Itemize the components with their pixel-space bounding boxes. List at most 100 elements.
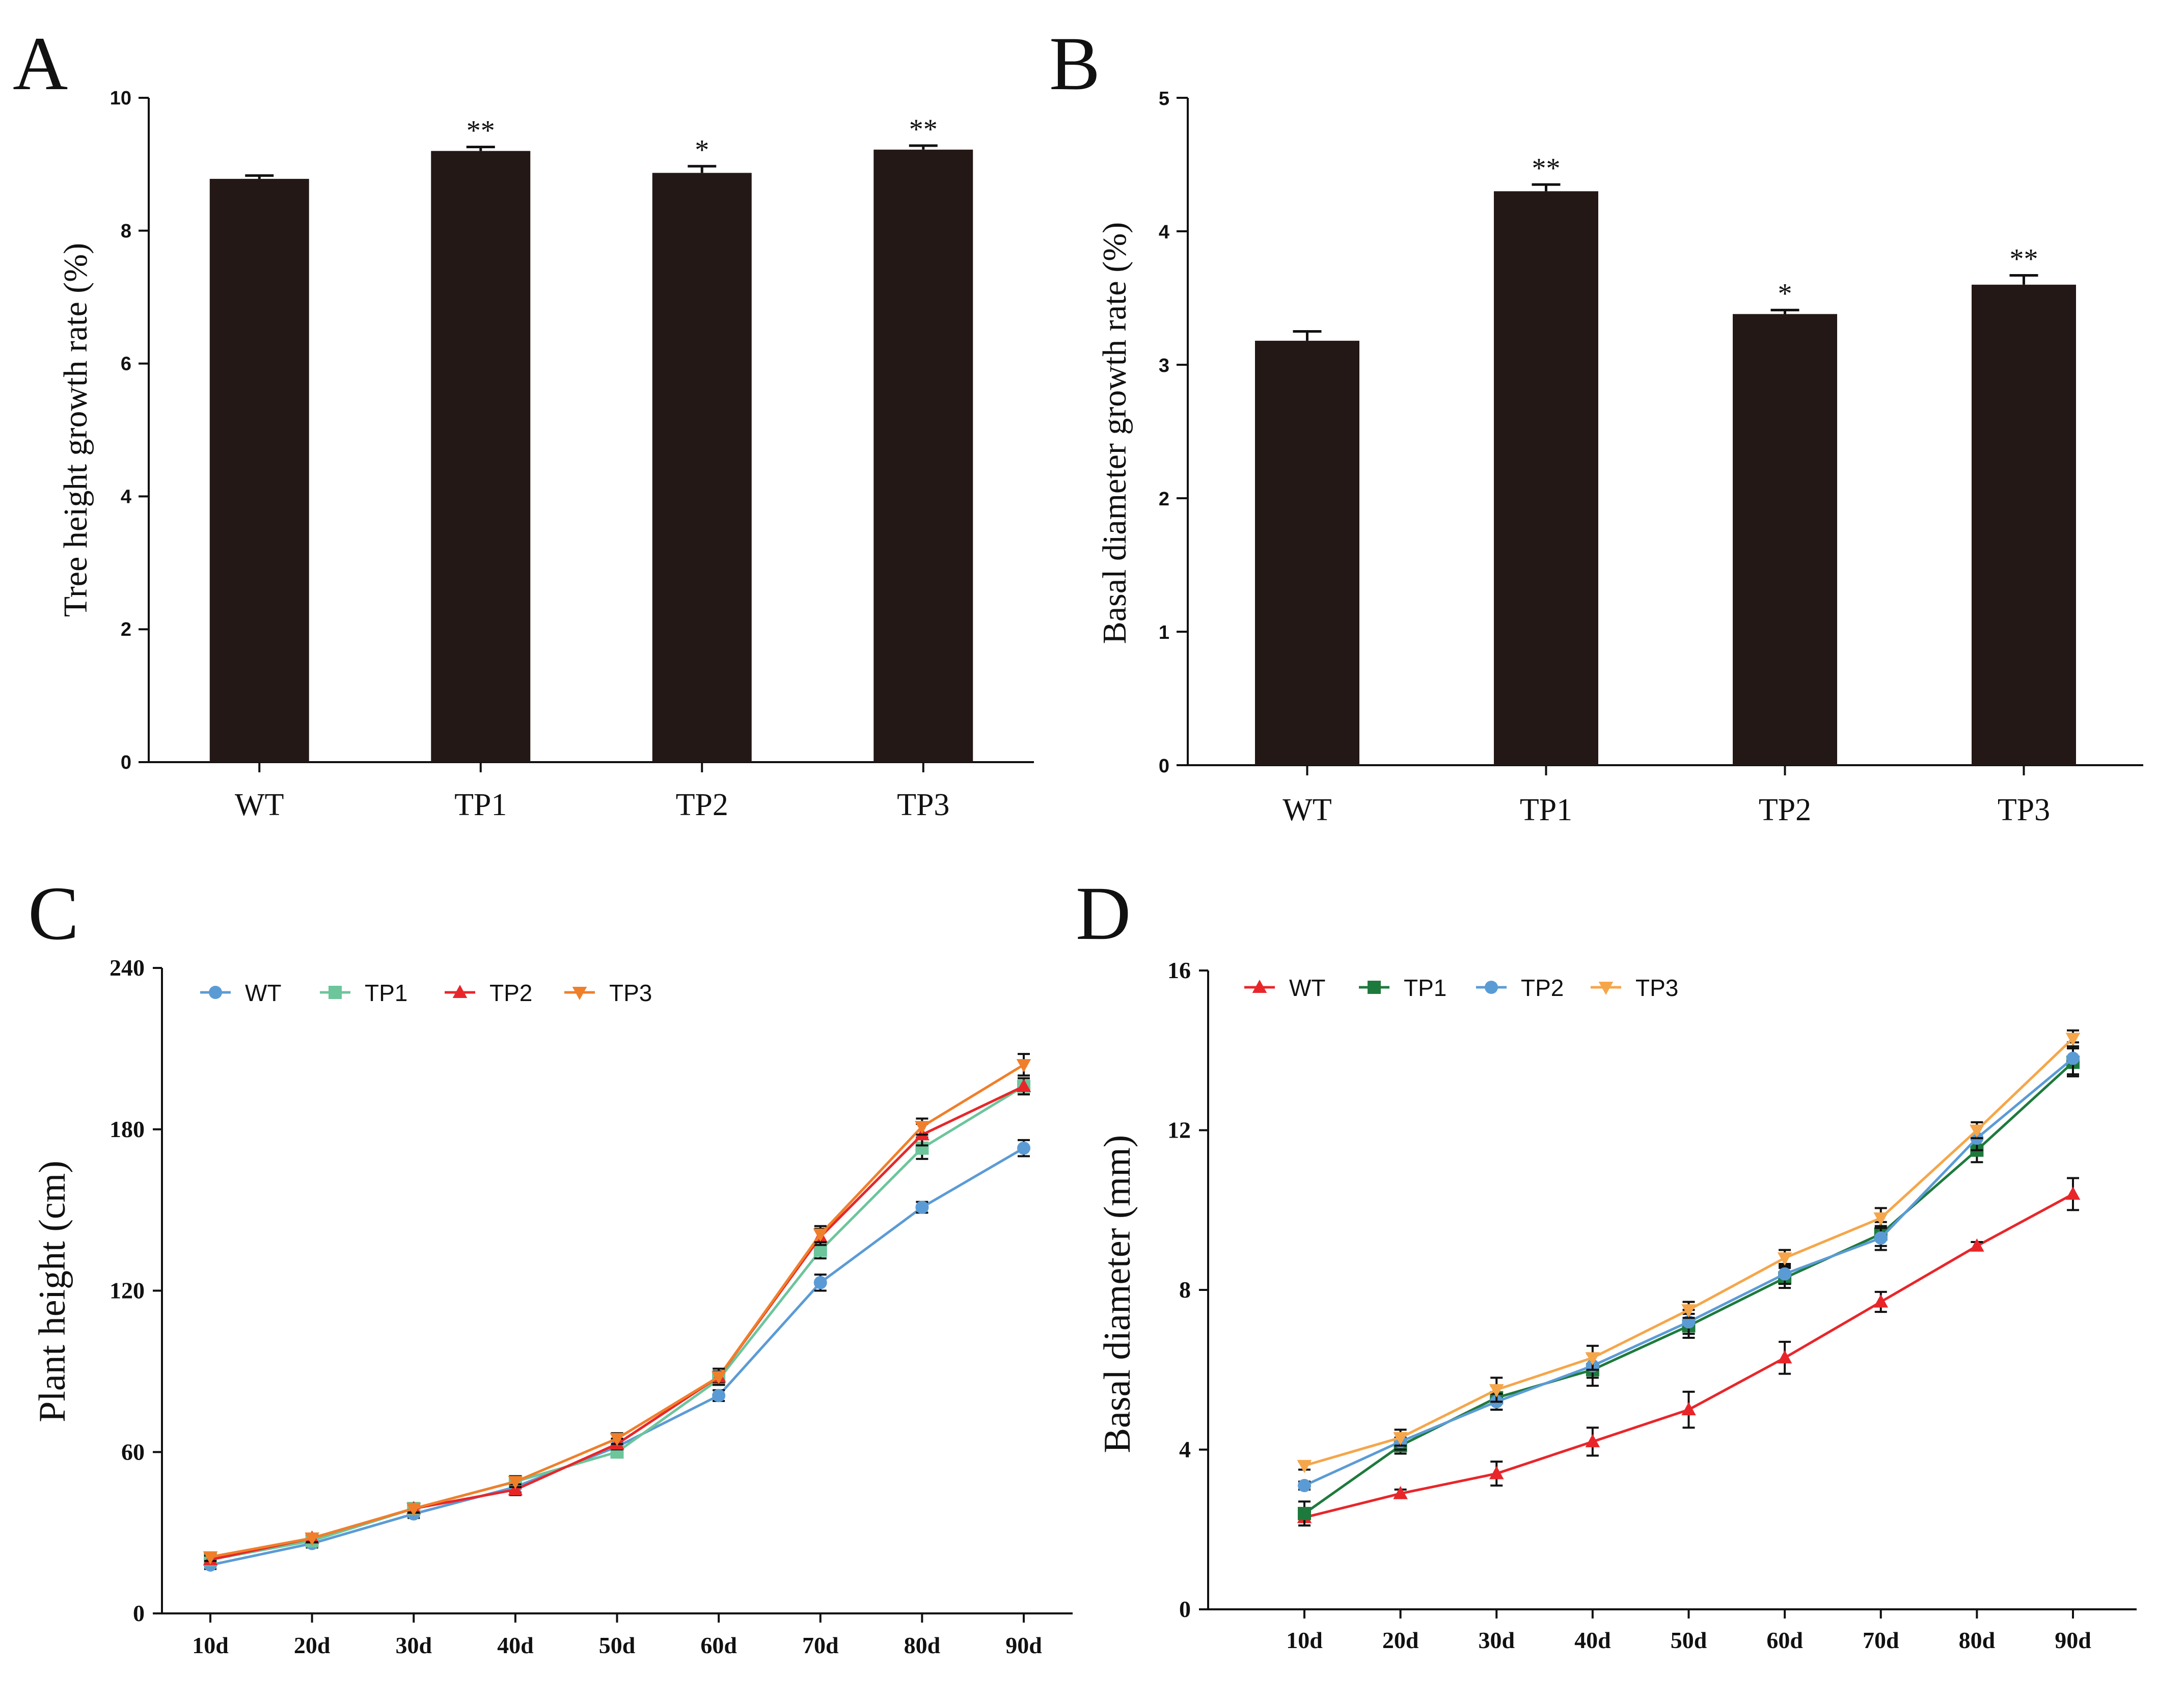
- y-tick-label: 8: [121, 221, 131, 242]
- x-tick-label: WT: [1282, 793, 1331, 827]
- y-tick-label: 1: [1159, 622, 1169, 643]
- panel-letter: C: [28, 871, 79, 956]
- bar: [873, 149, 973, 762]
- series-TP3: [203, 1053, 1031, 1565]
- y-tick-label: 120: [110, 1278, 145, 1304]
- legend-label: WT: [1289, 975, 1326, 1001]
- legend-item-TP2: TP2: [1476, 975, 1564, 1001]
- panel-C: C 0 60 120 180 240 Plant height (cm) 10d 20d 30d 4…: [28, 871, 1073, 1658]
- y-tick-label: 16: [1167, 957, 1191, 983]
- y-tick-label: 8: [1179, 1277, 1191, 1303]
- x-tick-label: TP1: [1520, 793, 1572, 827]
- legend-item-WT: WT: [1244, 975, 1326, 1001]
- data-point: [1489, 1384, 1504, 1397]
- data-point: [305, 1532, 319, 1546]
- legend-item-TP3: TP3: [1591, 975, 1678, 1001]
- legend-label: TP3: [1635, 975, 1678, 1001]
- x-tick-label: 40d: [1574, 1627, 1611, 1653]
- data-point: [1585, 1434, 1600, 1447]
- x-tick-label: 10d: [1286, 1627, 1323, 1653]
- legend-item-TP1: TP1: [1359, 975, 1446, 1001]
- data-point: [1777, 1252, 1792, 1266]
- legend-label: TP1: [365, 980, 407, 1006]
- series-line: [210, 1085, 1025, 1561]
- series-line: [1304, 1193, 2074, 1519]
- x-tick-label: 40d: [497, 1632, 534, 1658]
- data-point: [2066, 1051, 2080, 1065]
- x-tick-label: 60d: [700, 1632, 737, 1658]
- significance-label: **: [467, 115, 495, 146]
- y-tick-label: 180: [110, 1116, 145, 1142]
- legend-marker: [329, 986, 342, 999]
- y-tick-label: 0: [1159, 756, 1169, 777]
- legend-marker: [572, 986, 587, 1000]
- series-TP2: [203, 1077, 1031, 1566]
- y-tick-label: 6: [121, 354, 131, 375]
- data-point: [813, 1228, 828, 1242]
- data-point: [1489, 1466, 1504, 1479]
- legend-marker: [1252, 980, 1267, 993]
- significance-label: *: [1778, 278, 1792, 310]
- y-tick-label: 240: [110, 955, 145, 981]
- legend-item-TP3: TP3: [564, 980, 652, 1006]
- data-point: [1393, 1486, 1408, 1499]
- legend-label: TP1: [1404, 975, 1446, 1001]
- bar: [1972, 284, 2076, 765]
- bar: [1494, 191, 1598, 765]
- data-point: [712, 1389, 726, 1403]
- series-WT: [1297, 1177, 2081, 1527]
- panel-letter: A: [13, 21, 68, 106]
- x-tick-label: 90d: [1005, 1632, 1042, 1658]
- series-WT: [204, 1139, 1030, 1572]
- data-point: [1016, 1078, 1031, 1092]
- y-axis-title: Basal diameter (mm): [1097, 1135, 1138, 1453]
- legend-marker: [1368, 981, 1381, 994]
- y-tick-label: 5: [1159, 88, 1169, 110]
- legend-label: TP2: [1521, 975, 1564, 1001]
- data-point: [1298, 1479, 1311, 1493]
- data-point: [1970, 1124, 1984, 1138]
- series-TP3: [1297, 1029, 2081, 1473]
- x-tick-label: 20d: [294, 1632, 331, 1658]
- data-point: [203, 1551, 218, 1565]
- x-tick-label: 90d: [2055, 1627, 2091, 1653]
- data-point: [1585, 1352, 1600, 1366]
- y-tick-label: 10: [110, 88, 131, 109]
- y-tick-label: 0: [1179, 1596, 1191, 1622]
- legend-marker: [1485, 981, 1498, 994]
- y-tick-label: 4: [121, 486, 131, 507]
- x-tick-label: TP1: [454, 788, 507, 822]
- data-point: [1970, 1238, 1984, 1252]
- data-point: [1874, 1231, 1888, 1245]
- significance-label: **: [2010, 243, 2038, 275]
- legend-label: TP3: [609, 980, 652, 1006]
- data-point: [1873, 1294, 1889, 1308]
- x-tick-label: 20d: [1382, 1627, 1419, 1653]
- legend-label: TP2: [489, 980, 532, 1006]
- legend-marker: [452, 985, 468, 999]
- y-tick-label: 4: [1179, 1437, 1191, 1463]
- series-line: [210, 1147, 1025, 1567]
- data-point: [711, 1371, 726, 1385]
- data-point: [813, 1276, 827, 1289]
- y-tick-label: 4: [1159, 222, 1169, 243]
- legend-marker: [209, 986, 222, 999]
- series-line: [210, 1085, 1025, 1561]
- x-tick-label: 70d: [1863, 1627, 1899, 1653]
- y-tick-label: 12: [1167, 1117, 1191, 1143]
- data-point: [1298, 1506, 1311, 1520]
- data-point: [406, 1503, 421, 1517]
- series-line: [210, 1063, 1025, 1558]
- x-tick-label: 30d: [395, 1632, 432, 1658]
- data-point: [508, 1476, 523, 1490]
- x-tick-label: 50d: [1671, 1627, 1707, 1653]
- bar: [652, 173, 752, 762]
- series-line: [1303, 1061, 2074, 1515]
- data-point: [915, 1121, 930, 1135]
- data-point: [1393, 1432, 1408, 1445]
- significance-label: *: [695, 134, 709, 166]
- data-point: [1681, 1304, 1696, 1318]
- legend-item-TP2: TP2: [445, 980, 532, 1006]
- y-tick-label: 0: [133, 1600, 145, 1626]
